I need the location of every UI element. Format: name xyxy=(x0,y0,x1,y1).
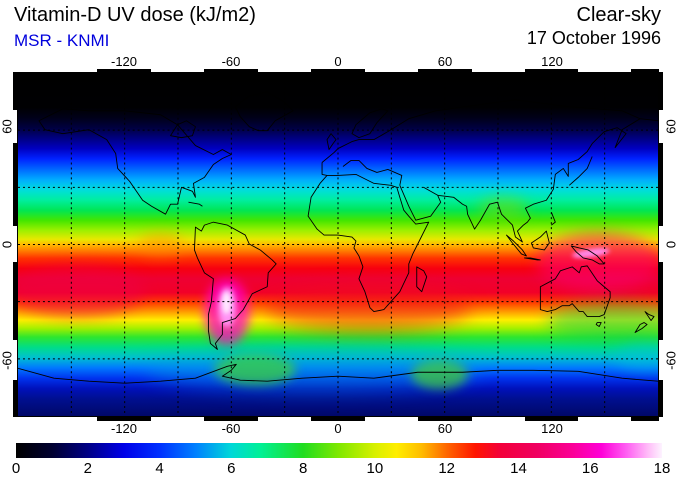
colorbar-tick-18: 18 xyxy=(653,460,671,477)
uv-dose-colorbar xyxy=(16,443,662,458)
lat-tick-right-60: 60 xyxy=(663,119,678,134)
lat-tick-left--60: -60 xyxy=(0,351,15,370)
lon-tick-bottom--60: -60 xyxy=(221,421,241,436)
top-axis-bar-segment xyxy=(631,69,659,72)
colorbar-tick-10: 10 xyxy=(366,460,384,477)
lat-tick-left-0: 0 xyxy=(0,240,15,249)
top-axis-bar-segment xyxy=(204,69,258,72)
right-axis-bar-segment xyxy=(659,143,663,226)
bottom-axis-bar-segment xyxy=(631,417,659,421)
west-pacific-pink-band xyxy=(536,233,658,291)
colorbar-tick-4: 4 xyxy=(155,460,164,477)
australia-green-band xyxy=(546,303,658,341)
page-title: Vitamin-D UV dose (kJ/m2) xyxy=(14,4,256,26)
africa-red-extension xyxy=(266,285,471,331)
graticule-grid xyxy=(18,73,658,416)
left-axis-bar-segment xyxy=(13,72,17,110)
sky-condition-label: Clear-sky xyxy=(576,4,661,26)
left-axis-bar-segment xyxy=(13,262,17,340)
uv-field-raster xyxy=(18,73,658,416)
lon-tick-top-60: 60 xyxy=(437,54,453,69)
right-axis-bar-segment xyxy=(659,380,663,417)
bottom-axis-bar-segment xyxy=(204,417,258,421)
lon-tick-bottom-120: 120 xyxy=(541,421,563,436)
right-axis-bar-segment xyxy=(659,262,663,340)
antarctic-green-patch-east xyxy=(411,360,468,389)
colorbar-tick-12: 12 xyxy=(438,460,456,477)
lat-tick-right--60: -60 xyxy=(663,351,678,370)
bottom-axis-bar-segment xyxy=(525,417,578,421)
colorbar-tick-6: 6 xyxy=(227,460,236,477)
bottom-axis-bar-segment xyxy=(311,417,365,421)
right-axis-bar-segment xyxy=(659,72,663,110)
tibet-green-patch xyxy=(478,197,528,220)
coastline-paths xyxy=(18,91,658,384)
left-axis-bar-segment xyxy=(13,380,17,417)
bottom-axis-bar-segment xyxy=(418,417,472,421)
top-axis-bar-segment xyxy=(418,69,472,72)
lon-tick-bottom-60: 60 xyxy=(437,421,453,436)
lon-tick-bottom-0: 0 xyxy=(334,421,342,436)
andes-white-core xyxy=(222,292,231,314)
lon-tick-top-0: 0 xyxy=(334,54,342,69)
lon-tick-top--120: -120 xyxy=(110,54,138,69)
pacific-left-crimson-band xyxy=(18,265,145,317)
top-axis-bar-segment xyxy=(311,69,365,72)
lon-tick-top-120: 120 xyxy=(541,54,563,69)
top-axis-bar-segment xyxy=(97,69,151,72)
colorbar-tick-0: 0 xyxy=(11,460,21,477)
lon-tick-bottom--120: -120 xyxy=(110,421,138,436)
colorbar-tick-14: 14 xyxy=(510,460,527,477)
top-axis-bar-segment xyxy=(525,69,578,72)
south-pacific-cyan-patch xyxy=(616,343,658,371)
lon-tick-top--60: -60 xyxy=(221,54,241,69)
colorbar-tick-16: 16 xyxy=(581,460,599,477)
date-label: 17 October 1996 xyxy=(526,28,661,48)
left-axis-bar-segment xyxy=(13,143,17,226)
lat-tick-right-0: 0 xyxy=(663,240,678,249)
source-label: MSR - KNMI xyxy=(14,31,110,50)
mexico-orange-patch xyxy=(138,233,184,256)
world-uv-map xyxy=(17,72,659,417)
colorbar-tick-8: 8 xyxy=(298,460,308,477)
colorbar-tick-2: 2 xyxy=(83,460,92,477)
bottom-axis-bar-segment xyxy=(97,417,151,421)
coastlines-and-graticule xyxy=(18,73,658,416)
lat-tick-left-60: 60 xyxy=(0,119,15,134)
